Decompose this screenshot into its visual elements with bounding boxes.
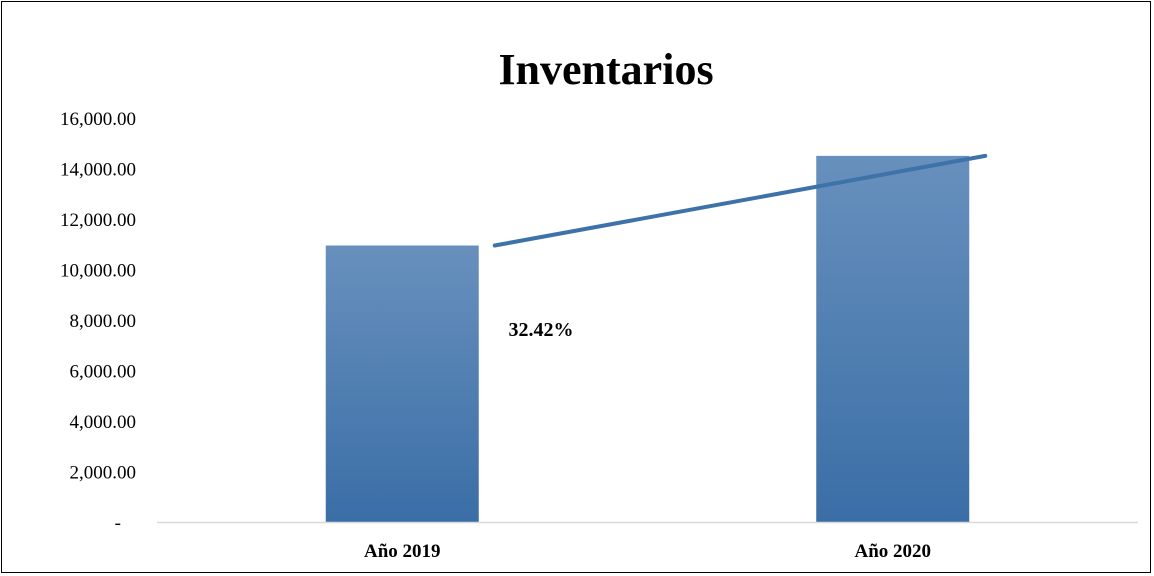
trendline-group <box>492 153 988 248</box>
y-axis-tick-labels: - 2,000.00 4,000.00 6,000.00 8,000.00 10,000.… <box>60 109 136 534</box>
x-category-label: Año 2019 <box>364 541 441 562</box>
x-category-label: Año 2020 <box>854 541 931 562</box>
chart-title: Inventarios <box>498 45 714 94</box>
x-axis-category-labels: Año 2019 Año 2020 <box>364 541 931 562</box>
y-tick-label: 10,000.00 <box>60 261 136 282</box>
y-tick-label: 2,000.00 <box>70 463 137 484</box>
y-tick-label: 4,000.00 <box>70 412 137 433</box>
growth-annotation: 32.42% <box>509 319 574 341</box>
y-tick-label: 6,000.00 <box>70 362 137 383</box>
y-tick-label: - <box>115 513 121 534</box>
y-tick-label: 16,000.00 <box>60 109 136 130</box>
y-tick-label: 8,000.00 <box>70 311 137 332</box>
y-tick-label: 12,000.00 <box>60 210 136 231</box>
bar <box>816 155 970 522</box>
bar-series <box>325 155 970 522</box>
y-tick-label: 14,000.00 <box>60 160 136 181</box>
bar <box>325 245 479 522</box>
trendline <box>492 153 988 248</box>
